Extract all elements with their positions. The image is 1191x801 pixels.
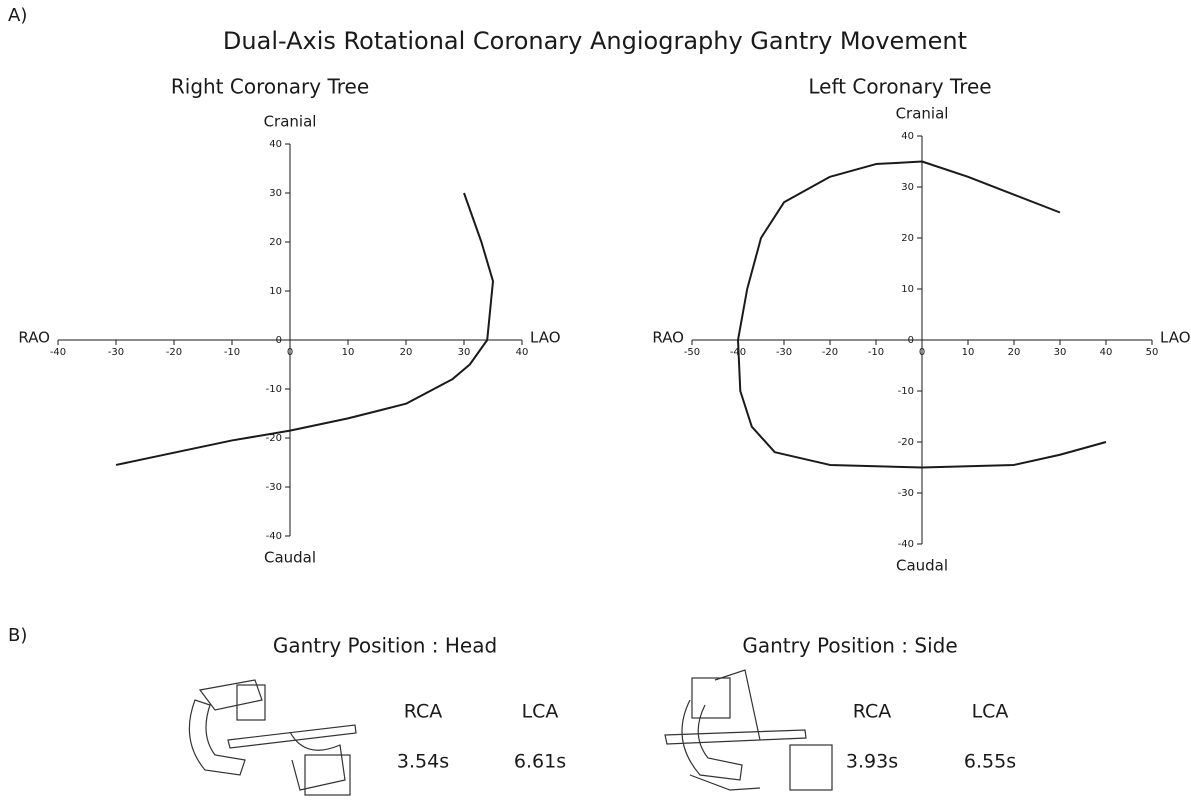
y-tick-label: 0 [908,335,914,346]
time-value: 3.93s [846,751,898,773]
chart-title: Right Coronary Tree [171,75,369,99]
axis-label: LAO [530,329,561,347]
x-tick-label: -20 [166,347,182,358]
y-tick-label: 10 [901,284,914,295]
x-tick-label: 10 [962,347,975,358]
y-tick-label: 10 [269,286,282,297]
y-tick-label: 20 [269,237,282,248]
time-value: 3.54s [397,751,449,773]
y-tick-label: 40 [901,131,914,142]
y-tick-label: -30 [898,488,914,499]
chart-title: Left Coronary Tree [808,75,991,99]
x-tick-label: 50 [1146,347,1159,358]
x-tick-label: -20 [822,347,838,358]
x-tick-label: 20 [1008,347,1021,358]
x-tick-label: 0 [919,347,925,358]
column-header: LCA [522,701,559,723]
y-tick-label: 0 [276,335,282,346]
axis-label: RAO [18,329,50,347]
x-tick-label: -40 [50,347,66,358]
x-tick-label: -10 [224,347,240,358]
x-tick-label: 0 [287,347,293,358]
column-header: RCA [853,701,892,723]
x-tick-label: 30 [458,347,471,358]
figure-title: Dual-Axis Rotational Coronary Angiograph… [223,27,967,55]
x-tick-label: 40 [1100,347,1113,358]
y-tick-label: -10 [898,386,914,397]
axis-label: Caudal [896,557,948,575]
y-tick-label: 20 [901,233,914,244]
axis-label: Cranial [264,113,317,131]
column-header: LCA [972,701,1009,723]
y-tick-label: 30 [901,182,914,193]
axis-label: Cranial [896,105,949,123]
position-title: Gantry Position : Side [742,634,957,658]
x-tick-label: -30 [108,347,124,358]
y-tick-label: 40 [269,139,282,150]
x-tick-label: -30 [776,347,792,358]
gantry-path [116,193,493,465]
figure: A) Dual-Axis Rotational Coronary Angiogr… [0,0,1191,801]
y-tick-label: -20 [898,437,914,448]
axis-label: LAO [1160,329,1191,347]
x-tick-label: 40 [516,347,529,358]
y-tick-label: -40 [898,539,914,550]
gantry-head-illustration [189,680,356,795]
x-tick-label: -10 [868,347,884,358]
time-value: 6.61s [514,751,566,773]
position-title: Gantry Position : Head [273,634,497,658]
panel-label: A) [8,5,27,26]
column-header: RCA [404,701,443,723]
x-tick-label: 10 [342,347,355,358]
gantry-side-illustration [665,670,832,790]
y-tick-label: -10 [266,384,282,395]
y-tick-label: -40 [266,531,282,542]
x-tick-label: 20 [400,347,413,358]
axis-label: RAO [652,329,684,347]
panel-label: B) [8,625,27,646]
time-value: 6.55s [964,751,1016,773]
y-tick-label: -30 [266,482,282,493]
x-tick-label: 30 [1054,347,1067,358]
axis-label: Caudal [264,549,316,567]
x-tick-label: -50 [684,347,700,358]
y-tick-label: 30 [269,188,282,199]
